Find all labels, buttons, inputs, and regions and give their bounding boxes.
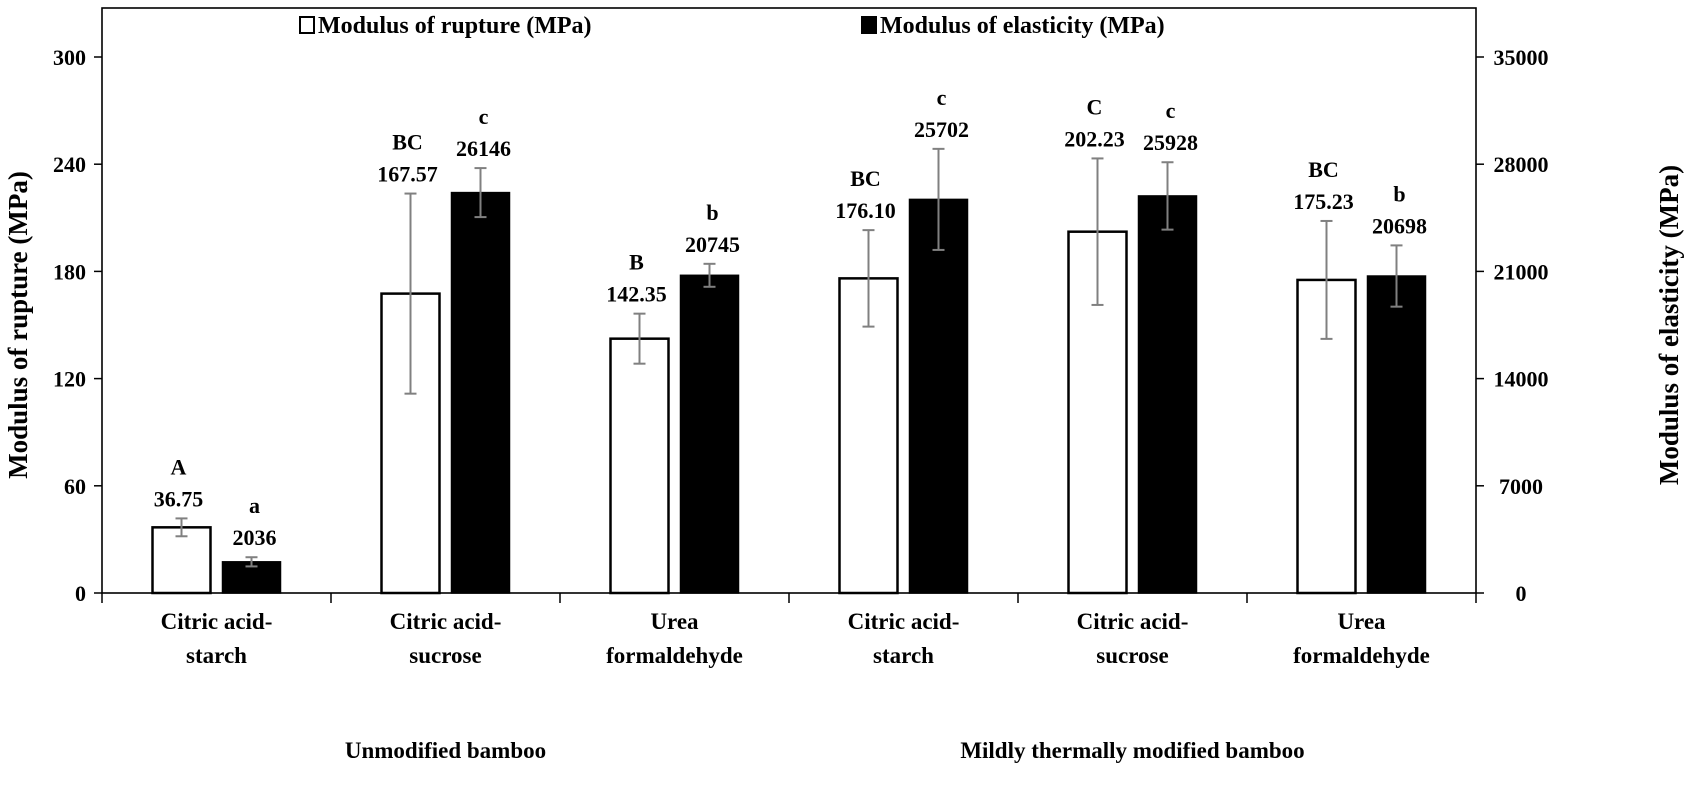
value-label-modulus-of-rupture: 202.23 [1064, 126, 1125, 151]
category-label: Citric acid- [1077, 609, 1189, 634]
value-label-modulus-of-elasticity: 25928 [1143, 130, 1198, 155]
bar-modulus-of-elasticity [908, 198, 969, 594]
category-label: Citric acid- [161, 609, 273, 634]
y-tick-label: 300 [53, 45, 86, 70]
y-tick-label: 60 [64, 474, 86, 499]
legend-label-modulus-of-rupture: Modulus of rupture (MPa) [318, 13, 592, 39]
bar-modulus-of-elasticity [1137, 195, 1198, 594]
category-label: sucrose [1096, 643, 1168, 668]
letter-label-modulus-of-elasticity: a [249, 493, 260, 518]
legend-label-modulus-of-elasticity: Modulus of elasticity (MPa) [880, 13, 1165, 39]
chart-marks [151, 147, 1427, 595]
y-tick-label: 0 [75, 581, 86, 606]
letter-label-modulus-of-elasticity: c [1166, 98, 1176, 123]
letter-label-modulus-of-rupture: C [1087, 94, 1103, 119]
y2-tick-label: 35000 [1494, 45, 1549, 70]
y-tick-label: 120 [53, 367, 86, 392]
category-label: Urea [1337, 609, 1386, 634]
category-label: formaldehyde [606, 643, 743, 668]
legend: Modulus of rupture (MPa) Modulus of elast… [299, 13, 1165, 39]
bar-modulus-of-rupture [838, 277, 899, 595]
y2-tick-label: 0 [1516, 581, 1527, 606]
bar-modulus-of-elasticity [450, 191, 511, 594]
y2-tick-label: 14000 [1494, 367, 1549, 392]
bar-modulus-of-rupture [151, 526, 212, 595]
category-label: Citric acid- [390, 609, 502, 634]
plot-area: 0 60 120 180 240 300 0 7000 14000 21000 28000 35000… [3, 7, 1684, 606]
y-tick-label: 240 [53, 152, 86, 177]
y2-tick-label: 21000 [1494, 259, 1549, 284]
value-label-modulus-of-elasticity: 25702 [914, 117, 969, 142]
y2-tick-label: 7000 [1499, 474, 1543, 499]
letter-label-modulus-of-rupture: B [629, 250, 644, 275]
chart-labels: Citric acid-starch Citric acid-sucrose Ure… [154, 85, 1430, 763]
category-label: starch [873, 643, 934, 668]
value-label-modulus-of-rupture: 176.10 [835, 198, 896, 223]
letter-label-modulus-of-elasticity: c [479, 104, 489, 129]
y-axis-title: Modulus of rupture (MPa) [3, 171, 33, 479]
value-label-modulus-of-elasticity: 20698 [1372, 213, 1427, 238]
category-label: Urea [650, 609, 699, 634]
value-label-modulus-of-elasticity: 2036 [233, 525, 277, 550]
value-label-modulus-of-rupture: 36.75 [154, 486, 204, 511]
letter-label-modulus-of-elasticity: b [1393, 181, 1405, 206]
bar-modulus-of-rupture [609, 337, 670, 595]
value-label-modulus-of-elasticity: 20745 [685, 232, 740, 257]
category-label: Citric acid- [848, 609, 960, 634]
bar-modulus-of-elasticity [679, 274, 740, 594]
value-label-modulus-of-rupture: 175.23 [1293, 189, 1354, 214]
letter-label-modulus-of-rupture: BC [1308, 157, 1339, 182]
value-label-modulus-of-rupture: 167.57 [377, 162, 438, 187]
legend-swatch-modulus-of-rupture [299, 16, 315, 34]
category-label: sucrose [409, 643, 481, 668]
category-label: starch [186, 643, 247, 668]
letter-label-modulus-of-rupture: BC [392, 130, 423, 155]
group-label: Unmodified bamboo [345, 738, 546, 763]
category-label: formaldehyde [1293, 643, 1430, 668]
value-label-modulus-of-rupture: 142.35 [606, 282, 667, 307]
y2-tick-label: 28000 [1494, 152, 1549, 177]
letter-label-modulus-of-elasticity: b [706, 200, 718, 225]
letter-label-modulus-of-elasticity: c [937, 85, 947, 110]
y2-axis-title: Modulus of elasticity (MPa) [1654, 165, 1684, 485]
group-label: Mildly thermally modified bamboo [960, 738, 1304, 763]
letter-label-modulus-of-rupture: A [171, 454, 187, 479]
value-label-modulus-of-elasticity: 26146 [456, 136, 511, 161]
y-tick-label: 180 [53, 259, 86, 284]
bar-modulus-of-elasticity [1366, 275, 1427, 594]
legend-swatch-modulus-of-elasticity [861, 16, 877, 34]
letter-label-modulus-of-rupture: BC [850, 166, 881, 191]
